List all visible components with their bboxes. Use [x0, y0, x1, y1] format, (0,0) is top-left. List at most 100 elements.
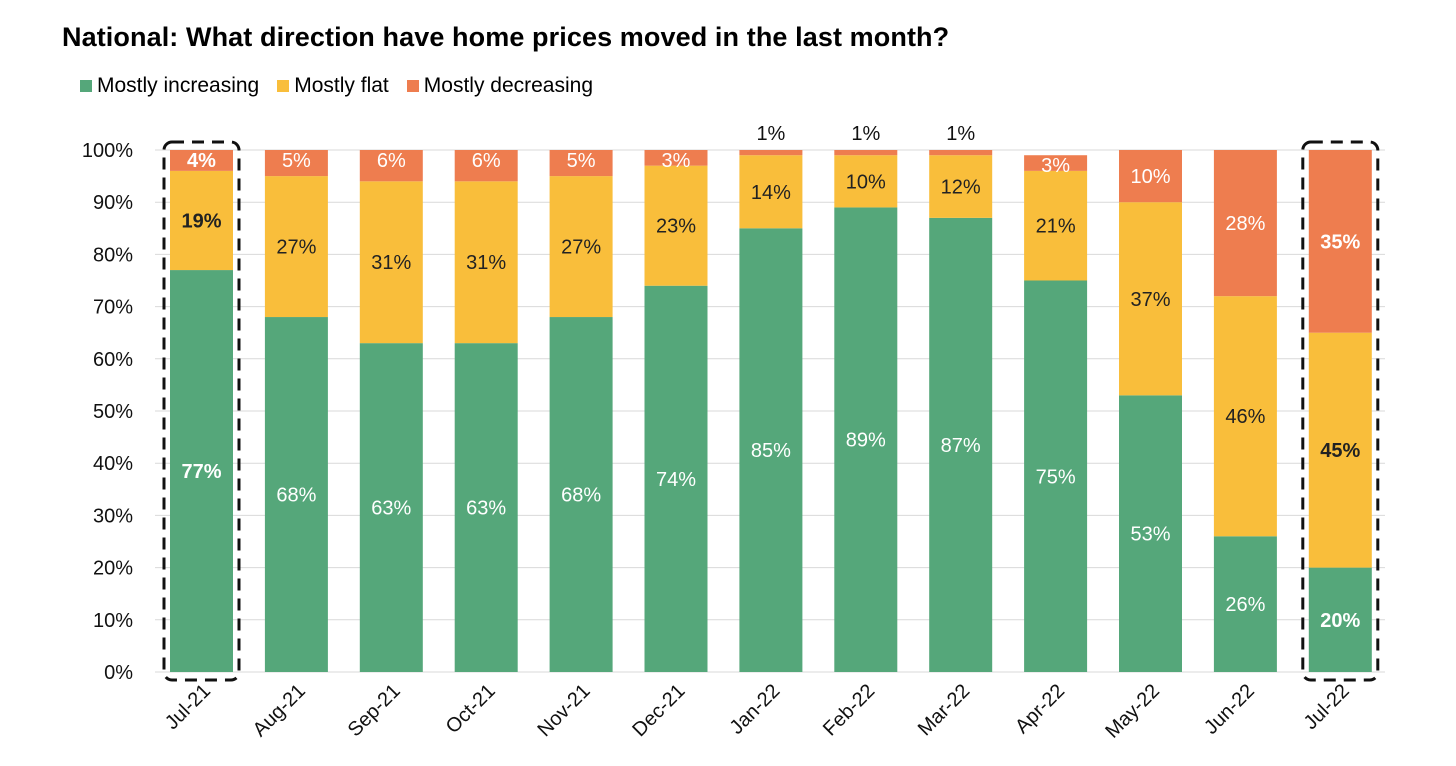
data-label-mostly-flat: 45%	[1320, 440, 1360, 462]
x-tick-label: Feb-22	[819, 680, 879, 740]
x-tick-label: Apr-22	[1011, 680, 1069, 738]
y-tick-label: 50%	[93, 401, 133, 423]
bar-segment-mostly-decreasing	[1119, 150, 1182, 203]
x-tick-label: May-22	[1101, 680, 1164, 743]
data-label-mostly-decreasing: 6%	[472, 150, 501, 172]
data-label-mostly-decreasing: 6%	[377, 150, 406, 172]
data-label-mostly-flat: 27%	[276, 237, 316, 259]
data-label-mostly-increasing: 74%	[656, 469, 696, 491]
legend-label-increasing: Mostly increasing	[97, 74, 260, 97]
data-label-mostly-decreasing: 1%	[756, 123, 785, 145]
data-label-mostly-increasing: 53%	[1130, 524, 1170, 546]
bar-segment-mostly-flat	[929, 155, 993, 218]
bar-segment-mostly-decreasing	[264, 150, 328, 177]
legend: Mostly increasing Mostly flat Mostly dec…	[80, 74, 593, 98]
data-label-mostly-increasing: 87%	[941, 435, 981, 457]
bar-segment-mostly-increasing	[929, 217, 993, 673]
data-label-mostly-increasing: 63%	[466, 498, 506, 520]
data-label-mostly-decreasing: 1%	[851, 123, 880, 145]
bar-segment-mostly-flat	[834, 155, 898, 208]
bar-segment-mostly-increasing	[359, 343, 423, 672]
x-tick-label: Jul-21	[161, 680, 215, 734]
data-label-mostly-increasing: 68%	[276, 485, 316, 507]
data-label-mostly-flat: 10%	[846, 171, 886, 193]
bar-segment-mostly-decreasing	[359, 150, 423, 182]
data-label-mostly-flat: 46%	[1225, 406, 1265, 428]
bar-segment-mostly-decreasing	[739, 150, 803, 156]
legend-item-increasing: Mostly increasing	[80, 74, 259, 98]
data-label-mostly-decreasing: 3%	[1041, 155, 1070, 177]
bar-segment-mostly-increasing	[454, 343, 518, 672]
data-label-mostly-decreasing: 28%	[1225, 213, 1265, 235]
bar-segment-mostly-flat	[454, 181, 518, 344]
bar-segment-mostly-increasing	[264, 317, 328, 672]
data-label-mostly-decreasing: 5%	[282, 150, 311, 172]
bar-segment-mostly-decreasing	[929, 150, 993, 156]
bar-segment-mostly-increasing	[1308, 567, 1372, 672]
data-label-mostly-increasing: 85%	[751, 440, 791, 462]
bar-segment-mostly-flat	[739, 155, 803, 229]
data-label-mostly-increasing: 63%	[371, 498, 411, 520]
y-tick-label: 70%	[93, 297, 133, 319]
bar-segment-mostly-flat	[1024, 170, 1088, 281]
x-tick-label: Oct-21	[442, 680, 500, 738]
bar-segment-mostly-flat	[170, 170, 233, 271]
data-label-mostly-increasing: 20%	[1320, 610, 1360, 632]
bar-segment-mostly-decreasing	[1024, 155, 1088, 171]
bar-segment-mostly-decreasing	[549, 150, 613, 177]
data-label-mostly-increasing: 89%	[846, 430, 886, 452]
data-label-mostly-decreasing: 10%	[1130, 166, 1170, 188]
y-tick-label: 10%	[93, 610, 133, 632]
data-label-mostly-increasing: 77%	[181, 461, 221, 483]
data-label-mostly-flat: 19%	[181, 210, 221, 232]
legend-item-decreasing: Mostly decreasing	[406, 74, 594, 98]
bar-segment-mostly-flat	[1213, 296, 1277, 537]
legend-swatch-increasing	[80, 80, 92, 92]
data-label-mostly-flat: 27%	[561, 237, 601, 259]
bar-segment-mostly-decreasing	[1308, 150, 1372, 333]
data-label-mostly-flat: 31%	[466, 252, 506, 274]
y-tick-label: 100%	[82, 140, 133, 162]
bar-segment-mostly-decreasing	[170, 150, 233, 171]
data-label-mostly-flat: 21%	[1036, 216, 1076, 238]
bar-segment-mostly-flat	[359, 181, 423, 344]
data-label-mostly-flat: 37%	[1130, 289, 1170, 311]
data-label-mostly-flat: 14%	[751, 182, 791, 204]
x-tick-label: Jul-22	[1300, 680, 1354, 734]
data-label-mostly-decreasing: 4%	[187, 150, 216, 172]
data-label-mostly-flat: 23%	[656, 216, 696, 238]
x-tick-label: Aug-21	[249, 680, 310, 741]
bar-segment-mostly-flat	[1308, 332, 1372, 568]
bar-segment-mostly-increasing	[170, 270, 233, 672]
data-label-mostly-increasing: 26%	[1225, 594, 1265, 616]
x-tick-label: Nov-21	[533, 680, 594, 741]
bar-segment-mostly-flat	[264, 176, 328, 318]
data-label-mostly-decreasing: 5%	[567, 150, 596, 172]
y-tick-label: 90%	[93, 192, 133, 214]
bar-segment-mostly-decreasing	[644, 150, 708, 166]
y-tick-label: 60%	[93, 349, 133, 371]
x-tick-label: Sep-21	[344, 680, 405, 741]
bar-segment-mostly-increasing	[644, 285, 708, 672]
data-label-mostly-increasing: 75%	[1036, 466, 1076, 488]
bar-segment-mostly-flat	[644, 165, 708, 286]
bar-segment-mostly-decreasing	[454, 150, 518, 182]
y-tick-label: 30%	[93, 505, 133, 527]
bar-segment-mostly-increasing	[549, 317, 613, 672]
y-tick-label: 20%	[93, 558, 133, 580]
data-label-mostly-decreasing: 3%	[662, 150, 691, 172]
data-label-mostly-decreasing: 1%	[946, 123, 975, 145]
data-label-mostly-flat: 12%	[941, 177, 981, 199]
bar-segment-mostly-decreasing	[1213, 150, 1277, 297]
bar-segment-mostly-decreasing	[834, 150, 898, 156]
x-tick-label: Jan-22	[726, 680, 785, 739]
x-tick-label: Mar-22	[914, 680, 974, 740]
legend-label-flat: Mostly flat	[294, 74, 389, 97]
highlight-box	[1301, 140, 1380, 682]
data-label-mostly-flat: 31%	[371, 252, 411, 274]
legend-label-decreasing: Mostly decreasing	[423, 74, 594, 97]
data-label-mostly-decreasing: 35%	[1320, 231, 1360, 253]
x-tick-label: Dec-21	[628, 680, 689, 741]
highlight-box	[162, 140, 241, 682]
